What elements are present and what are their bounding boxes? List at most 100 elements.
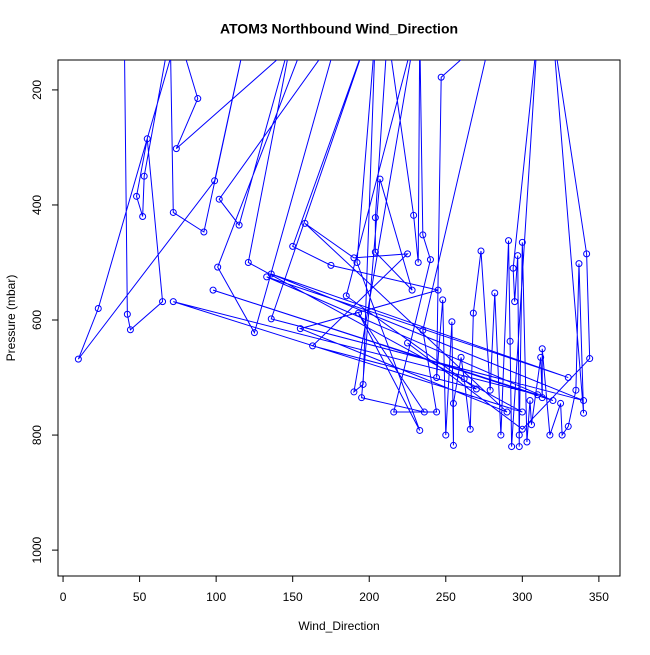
- point: [327, 261, 335, 269]
- point: [437, 73, 445, 81]
- point: [123, 310, 131, 318]
- point: [301, 219, 309, 227]
- point: [469, 309, 477, 317]
- point: [535, 29, 541, 35]
- point: [209, 286, 217, 294]
- point: [250, 329, 258, 337]
- point: [514, 252, 522, 260]
- point: [416, 426, 424, 434]
- point: [126, 326, 134, 334]
- point: [557, 399, 565, 407]
- point: [503, 408, 511, 416]
- point: [449, 399, 457, 407]
- y-tick-label: 1000: [30, 536, 44, 563]
- point: [518, 408, 526, 416]
- point: [74, 355, 82, 363]
- point: [439, 296, 447, 304]
- point: [410, 211, 418, 219]
- point: [358, 394, 366, 402]
- x-tick-label: 50: [133, 590, 147, 604]
- point: [486, 386, 494, 394]
- point: [583, 250, 591, 258]
- point: [586, 355, 594, 363]
- point: [491, 289, 499, 297]
- point: [472, 385, 480, 393]
- x-tick-label: 100: [206, 590, 226, 604]
- point: [538, 394, 546, 402]
- x-tick-label: 0: [60, 590, 67, 604]
- point: [169, 298, 177, 306]
- point: [140, 172, 148, 180]
- point: [497, 431, 505, 439]
- point: [489, 29, 495, 35]
- series-line: [77, 60, 591, 447]
- point: [355, 309, 363, 317]
- point: [526, 397, 534, 405]
- point: [508, 443, 516, 451]
- point: [121, 29, 127, 35]
- point: [359, 380, 367, 388]
- point: [506, 337, 514, 345]
- x-axis-label: Wind_Direction: [298, 619, 379, 633]
- point: [449, 441, 457, 449]
- point: [215, 195, 223, 203]
- point: [175, 29, 181, 35]
- point: [564, 422, 572, 430]
- plot-area: [74, 29, 594, 451]
- x-tick-label: 150: [283, 590, 303, 604]
- point: [419, 231, 427, 239]
- point: [353, 258, 361, 266]
- point: [200, 228, 208, 236]
- point: [580, 397, 588, 405]
- point: [371, 214, 379, 222]
- x-tick-label: 200: [359, 590, 379, 604]
- point: [296, 325, 304, 333]
- point: [505, 237, 513, 245]
- point: [289, 242, 297, 250]
- point: [434, 286, 442, 294]
- point: [433, 374, 441, 382]
- y-tick-label: 800: [30, 425, 44, 445]
- point: [433, 408, 441, 416]
- point: [515, 431, 523, 439]
- point: [419, 326, 427, 334]
- point: [511, 298, 519, 306]
- point: [159, 298, 167, 306]
- point: [390, 408, 398, 416]
- y-tick-label: 400: [30, 195, 44, 215]
- point: [133, 192, 141, 200]
- point: [172, 145, 180, 153]
- point: [376, 175, 384, 183]
- point: [414, 258, 422, 266]
- point: [538, 345, 546, 353]
- point: [420, 408, 428, 416]
- y-tick-label: 600: [30, 310, 44, 330]
- x-tick-label: 250: [436, 590, 456, 604]
- point: [244, 258, 252, 266]
- x-tick-label: 350: [589, 590, 609, 604]
- point: [267, 270, 275, 278]
- point: [167, 29, 173, 35]
- point: [518, 238, 526, 246]
- point: [267, 315, 275, 323]
- point: [404, 339, 412, 347]
- point: [509, 264, 517, 272]
- point: [564, 374, 572, 382]
- point: [460, 375, 468, 383]
- point: [143, 135, 151, 143]
- plot-frame: [57, 59, 621, 577]
- point: [528, 421, 536, 429]
- y-axis-label: Pressure (mbar): [4, 275, 18, 362]
- point: [518, 425, 526, 433]
- point: [448, 318, 456, 326]
- point: [549, 397, 557, 405]
- point: [342, 292, 350, 300]
- point: [139, 212, 147, 220]
- point: [309, 342, 317, 350]
- point: [214, 263, 222, 271]
- point: [194, 95, 202, 103]
- x-tick-label: 300: [512, 590, 532, 604]
- point: [572, 386, 580, 394]
- point: [457, 353, 465, 361]
